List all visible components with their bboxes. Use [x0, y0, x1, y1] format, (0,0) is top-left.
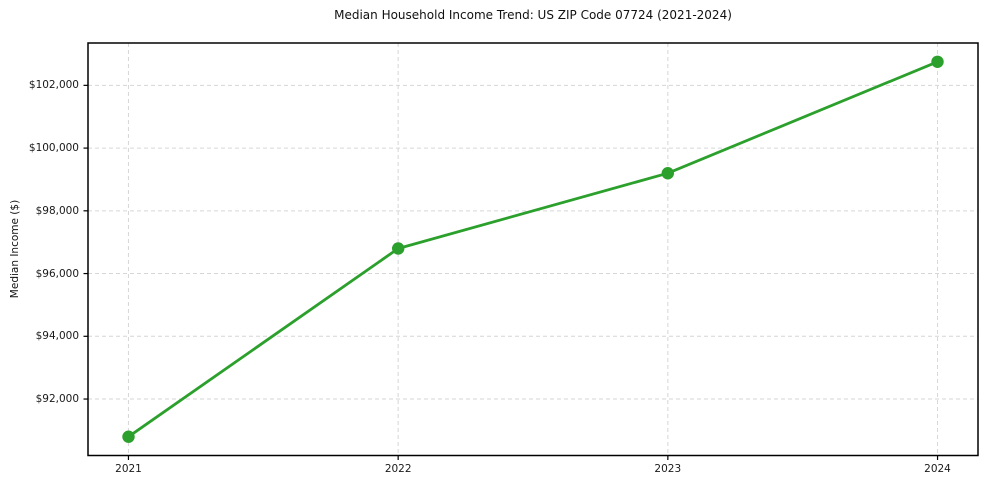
data-point-marker: [122, 430, 135, 443]
y-tick-label: $96,000: [35, 267, 79, 280]
data-point-marker: [661, 167, 674, 180]
data-point-marker: [931, 55, 944, 68]
y-tick-label: $102,000: [28, 79, 79, 92]
trend-line: [127, 60, 939, 439]
y-tick-label: $92,000: [35, 393, 79, 405]
chart-title: Median Household Income Trend: US ZIP Co…: [334, 8, 732, 22]
y-tick-label: $100,000: [28, 142, 79, 155]
data-point-marker: [392, 242, 405, 255]
x-tick-label: 2022: [384, 463, 412, 475]
y-tick-label: $98,000: [35, 204, 79, 217]
x-tick-label: 2023: [654, 463, 682, 475]
x-tick-label: 2024: [924, 463, 951, 475]
x-tick-label: 2021: [115, 463, 142, 475]
y-tick-label: $94,000: [35, 330, 79, 343]
plot-frame: [87, 42, 979, 457]
